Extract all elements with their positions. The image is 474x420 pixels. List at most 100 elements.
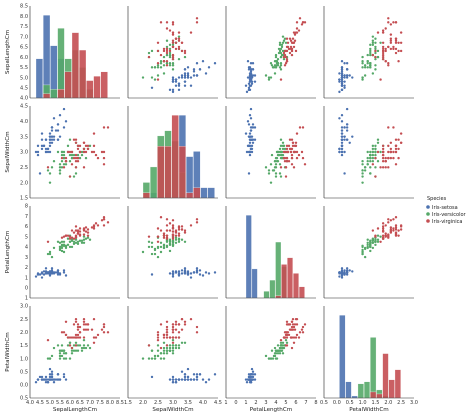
point-iris-versicolor-3 bbox=[274, 172, 278, 175]
point-iris-virginica-32 bbox=[165, 229, 169, 232]
legend-marker-versicolor bbox=[426, 212, 430, 216]
y-tick-label: 0.5 bbox=[20, 369, 28, 375]
point-iris-setosa-6 bbox=[183, 375, 187, 379]
point-iris-versicolor-44 bbox=[60, 349, 64, 352]
hist-bar-petal-length-iris-setosa-1 bbox=[251, 268, 258, 299]
point-iris-versicolor-8 bbox=[168, 43, 172, 47]
point-iris-versicolor-29 bbox=[62, 250, 66, 254]
point-iris-versicolor-7 bbox=[267, 78, 271, 81]
point-iris-virginica-15 bbox=[177, 47, 181, 51]
point-iris-versicolor-44 bbox=[276, 64, 280, 67]
point-iris-virginica-37 bbox=[76, 336, 80, 339]
point-iris-virginica-35 bbox=[394, 224, 398, 227]
point-iris-virginica-16 bbox=[381, 45, 385, 49]
point-iris-versicolor-2 bbox=[86, 344, 90, 347]
point-iris-setosa-28 bbox=[340, 72, 344, 75]
point-iris-virginica-46 bbox=[74, 166, 78, 169]
point-iris-virginica-40 bbox=[174, 41, 178, 44]
point-iris-virginica-7 bbox=[94, 336, 98, 339]
point-iris-virginica-39 bbox=[86, 231, 90, 234]
point-iris-virginica-42 bbox=[64, 333, 68, 337]
point-iris-setosa-24 bbox=[183, 267, 187, 270]
point-iris-setosa-32 bbox=[204, 271, 208, 274]
hist-bar-petal-length-iris-virginica-7 bbox=[287, 257, 293, 299]
point-iris-setosa-36 bbox=[58, 378, 62, 381]
point-iris-setosa-43 bbox=[186, 367, 190, 371]
point-iris-virginica-5 bbox=[389, 219, 393, 222]
hist-bar-sepal-width-iris-setosa-6 bbox=[186, 156, 194, 199]
point-iris-versicolor-6 bbox=[376, 238, 380, 241]
point-iris-virginica-9 bbox=[295, 317, 299, 321]
point-iris-versicolor-43 bbox=[48, 172, 52, 175]
point-iris-virginica-42 bbox=[384, 60, 387, 63]
point-iris-versicolor-42 bbox=[159, 60, 163, 63]
point-iris-versicolor-36 bbox=[281, 41, 285, 44]
point-iris-virginica-21 bbox=[60, 331, 64, 334]
hist-bar-sepal-width-iris-virginica-5 bbox=[178, 146, 186, 199]
point-iris-versicolor-1 bbox=[177, 344, 181, 347]
point-iris-virginica-31 bbox=[387, 126, 390, 129]
point-iris-virginica-34 bbox=[159, 53, 163, 57]
point-iris-setosa-48 bbox=[340, 129, 344, 132]
point-iris-virginica-9 bbox=[92, 132, 96, 135]
point-iris-virginica-18 bbox=[303, 323, 307, 326]
point-iris-versicolor-27 bbox=[284, 338, 288, 342]
point-iris-virginica-45 bbox=[82, 233, 86, 236]
point-iris-virginica-6 bbox=[379, 78, 382, 81]
point-iris-versicolor-43 bbox=[48, 357, 52, 360]
x-tick-label: 2.5 bbox=[397, 400, 405, 406]
point-iris-versicolor-26 bbox=[84, 237, 88, 240]
point-iris-setosa-48 bbox=[249, 70, 253, 73]
point-iris-virginica-27 bbox=[171, 53, 175, 57]
point-iris-setosa-22 bbox=[244, 378, 248, 381]
point-iris-versicolor-39 bbox=[156, 245, 160, 249]
point-iris-virginica-18 bbox=[159, 21, 163, 24]
point-iris-versicolor-45 bbox=[62, 150, 66, 154]
x-tick-label: 4 bbox=[274, 400, 277, 406]
y-tick-label: 5 bbox=[25, 234, 28, 240]
point-iris-versicolor-0 bbox=[371, 144, 375, 148]
point-iris-virginica-40 bbox=[397, 147, 400, 151]
point-iris-virginica-8 bbox=[156, 41, 160, 44]
point-iris-virginica-34 bbox=[70, 229, 74, 232]
x-tick-label: 0.5 bbox=[346, 400, 354, 406]
point-iris-versicolor-20 bbox=[177, 237, 181, 240]
point-iris-versicolor-36 bbox=[82, 238, 86, 241]
point-iris-setosa-18 bbox=[343, 269, 346, 272]
point-iris-setosa-21 bbox=[192, 74, 196, 77]
point-iris-versicolor-31 bbox=[153, 357, 157, 360]
point-iris-versicolor-19 bbox=[273, 64, 277, 67]
point-iris-virginica-11 bbox=[76, 333, 80, 337]
point-iris-virginica-5 bbox=[100, 328, 104, 331]
point-iris-setosa-8 bbox=[248, 153, 252, 157]
point-iris-versicolor-45 bbox=[276, 352, 280, 355]
point-iris-versicolor-17 bbox=[64, 357, 68, 360]
point-iris-virginica-43 bbox=[293, 39, 297, 42]
point-iris-versicolor-19 bbox=[156, 64, 160, 67]
point-iris-setosa-45 bbox=[171, 80, 175, 83]
point-iris-versicolor-22 bbox=[374, 166, 377, 169]
point-iris-setosa-39 bbox=[183, 378, 187, 381]
y-tick-label: 4.5 bbox=[20, 85, 28, 91]
point-iris-setosa-32 bbox=[52, 381, 56, 384]
legend-marker-virginica bbox=[426, 219, 430, 223]
hist-bar-sepal-length-iris-virginica-8 bbox=[93, 76, 101, 99]
point-iris-setosa-43 bbox=[250, 367, 254, 371]
point-iris-virginica-9 bbox=[295, 132, 299, 135]
point-iris-versicolor-26 bbox=[371, 156, 375, 160]
point-iris-versicolor-13 bbox=[70, 153, 74, 157]
point-iris-virginica-43 bbox=[177, 323, 181, 326]
point-iris-versicolor-48 bbox=[363, 255, 367, 259]
point-iris-versicolor-24 bbox=[168, 47, 172, 51]
point-iris-virginica-29 bbox=[171, 227, 175, 230]
point-iris-versicolor-6 bbox=[281, 49, 285, 53]
point-iris-setosa-35 bbox=[177, 76, 181, 79]
y-tick-label: 3.5 bbox=[20, 134, 28, 140]
x-tick-label: 3.0 bbox=[410, 400, 418, 406]
point-iris-virginica-32 bbox=[392, 156, 395, 160]
point-iris-virginica-34 bbox=[70, 163, 74, 166]
point-iris-setosa-18 bbox=[62, 269, 66, 272]
point-iris-versicolor-39 bbox=[58, 245, 62, 249]
point-iris-virginica-38 bbox=[381, 55, 385, 59]
point-iris-setosa-44 bbox=[195, 373, 199, 376]
